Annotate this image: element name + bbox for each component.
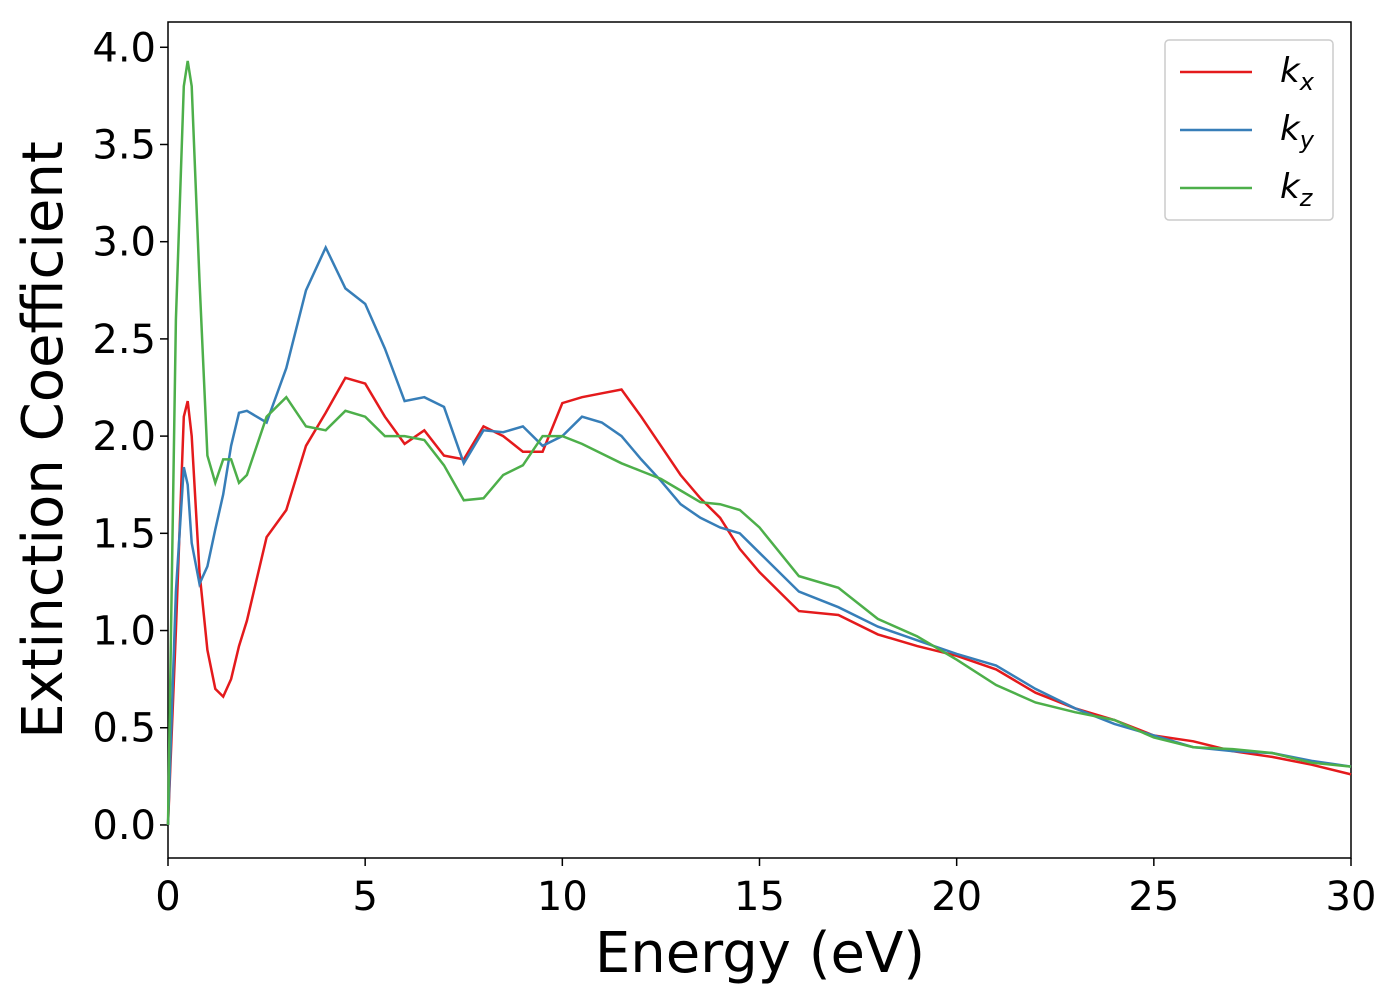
y-tick-label: 0.0 — [92, 803, 156, 849]
x-tick-label: 30 — [1326, 874, 1377, 920]
y-tick-label: 1.0 — [92, 609, 156, 655]
data-line — [166, 60, 1352, 825]
legend-label: kx — [1280, 51, 1315, 96]
legend-label: kz — [1280, 167, 1314, 212]
y-tick-label: 0.5 — [92, 706, 156, 752]
y-axis-label: Extinction Coefficient — [11, 141, 76, 739]
y-tick-label: 2.0 — [92, 414, 156, 460]
y-tick-label: 3.5 — [92, 122, 156, 168]
x-tick-label: 25 — [1128, 874, 1179, 920]
legend-label: ky — [1280, 109, 1315, 154]
data-line — [166, 244, 1352, 825]
y-tick-label: 3.0 — [92, 220, 156, 266]
x-tick-label: 10 — [537, 874, 588, 920]
x-tick-label: 20 — [931, 874, 982, 920]
y-tick-label: 1.5 — [92, 511, 156, 557]
x-tick-label: 5 — [352, 874, 377, 920]
x-tick-label: 15 — [734, 874, 785, 920]
y-tick-label: 4.0 — [92, 25, 156, 71]
x-axis-label: Energy (eV) — [595, 921, 925, 986]
y-tick-label: 2.5 — [92, 317, 156, 363]
data-line — [166, 376, 1352, 825]
x-tick-label: 0 — [155, 874, 180, 920]
